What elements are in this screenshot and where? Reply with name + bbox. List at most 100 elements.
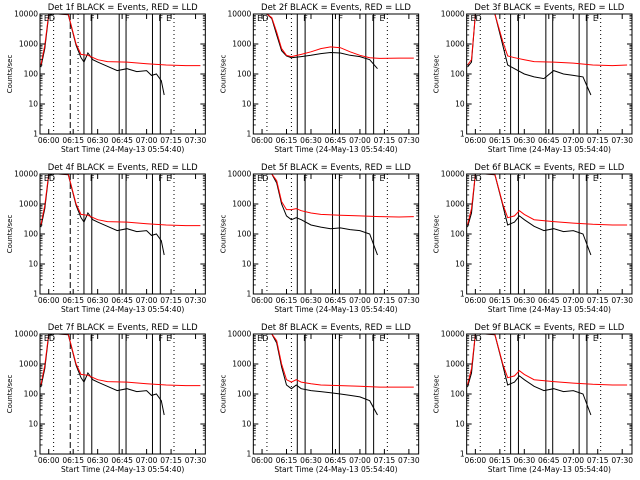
event-marker-label: E [166,174,171,183]
y-tick-label: 100 [450,390,465,399]
x-tick-label: 06:30 [87,136,109,145]
y-tick-label: 10 [242,260,252,269]
event-marker-label: F [552,334,557,343]
event-marker-label: F [338,334,343,343]
y-tick-label: 10000 [227,10,251,19]
event-marker-label: ED [470,14,481,23]
series-lld [266,334,414,388]
x-tick-label: 07:15 [160,136,182,145]
x-tick-label: 07:00 [562,296,584,305]
detector-panel-6: Det 6f BLACK = Events, RED = LLD 1 10 100 10… [433,163,634,314]
event-marker-label: ED [257,14,268,23]
y-tick-label: 1 [460,450,465,459]
event-marker-label: ED [44,14,55,23]
x-tick-label: 07:30 [185,296,207,305]
x-tick-label: 07:15 [374,136,396,145]
x-tick-label: 06:00 [38,136,60,145]
x-tick-label: 07:30 [398,456,420,465]
x-tick-label: 06:15 [62,456,84,465]
x-tick-label: 06:00 [251,136,273,145]
chart-title: Det 5f BLACK = Events, RED = LLD [261,163,411,173]
detector-panel-2: Det 2f BLACK = Events, RED = LLD 1 10 100 10… [219,3,420,154]
x-tick-label: 06:30 [300,296,322,305]
event-marker-label: ED [257,334,268,343]
y-tick-label: 10 [455,260,465,269]
detector-panel-5: Det 5f BLACK = Events, RED = LLD 1 10 100 10… [219,163,420,314]
series-lld [467,14,628,67]
series-lld [40,14,201,67]
chart-title: Det 4f BLACK = Events, RED = LLD [48,163,198,173]
event-marker-label: E [380,174,385,183]
y-tick-label: 1 [247,450,252,459]
y-tick-label: 1000 [19,360,38,369]
x-tick-label: 06:15 [62,296,84,305]
event-marker-label: ED [44,334,55,343]
y-tick-label: 10 [242,420,252,429]
event-marker-label: F [303,174,308,183]
plot-frame [466,333,633,455]
series-lld [467,174,628,226]
series-lld [266,14,414,59]
x-axis-label: Start Time (24-May-13 05:54:40) [61,465,184,474]
series-lld [266,174,414,218]
x-tick-label: 06:00 [465,296,487,305]
series-events [40,334,165,416]
x-tick-label: 06:00 [465,456,487,465]
y-tick-label: 1000 [19,40,38,49]
x-tick-label: 06:45 [111,136,133,145]
y-tick-label: 1000 [19,200,38,209]
event-marker-label: E [593,14,598,23]
y-axis-label: Counts/sec [433,375,441,414]
x-tick-label: 06:45 [325,296,347,305]
series-lld [40,334,201,387]
x-tick-label: 07:30 [611,456,633,465]
y-tick-label: 1 [460,130,465,139]
y-tick-label: 1 [247,130,252,139]
chart-title: Det 6f BLACK = Events, RED = LLD [474,163,624,173]
event-marker-label: F [516,174,521,183]
x-axis-label: Start Time (24-May-13 05:54:40) [61,305,184,314]
x-tick-label: 07:00 [136,136,158,145]
x-axis-label: Start Time (24-May-13 05:54:40) [274,305,397,314]
event-marker-label: E [380,334,385,343]
x-tick-label: 06:30 [514,296,536,305]
series-events [266,14,378,70]
event-marker-label: F [338,14,343,23]
series-events [467,334,592,416]
y-tick-label: 10 [28,420,38,429]
x-tick-label: 07:15 [160,296,182,305]
x-tick-label: 07:15 [160,456,182,465]
event-marker-label: F [552,174,557,183]
y-tick-label: 10000 [227,170,251,179]
event-marker-label: E [593,334,598,343]
x-tick-label: 06:45 [538,136,560,145]
y-tick-label: 100 [450,230,465,239]
plot-frame [39,173,206,295]
event-marker-label: F [585,14,590,23]
x-tick-label: 06:30 [300,136,322,145]
series-events [266,174,378,256]
y-tick-label: 100 [24,390,39,399]
x-axis-label: Start Time (24-May-13 05:54:40) [61,145,184,154]
x-tick-label: 07:15 [587,136,609,145]
x-tick-label: 06:30 [87,456,109,465]
series-events [467,174,592,256]
event-marker-label: F [303,14,308,23]
x-tick-label: 06:00 [465,136,487,145]
x-tick-label: 07:30 [185,136,207,145]
y-tick-label: 100 [237,70,252,79]
y-tick-label: 10 [28,260,38,269]
x-tick-label: 06:45 [111,296,133,305]
chart-title: Det 2f BLACK = Events, RED = LLD [261,3,411,13]
series-events [266,334,378,416]
series-events [467,14,592,96]
x-tick-label: 07:00 [136,456,158,465]
event-marker-label: ED [470,334,481,343]
x-axis-label: Start Time (24-May-13 05:54:40) [488,305,611,314]
x-tick-label: 07:00 [349,296,371,305]
y-tick-label: 100 [237,390,252,399]
y-tick-label: 1000 [232,40,251,49]
event-marker-label: ED [257,174,268,183]
event-marker-label: F [303,334,308,343]
